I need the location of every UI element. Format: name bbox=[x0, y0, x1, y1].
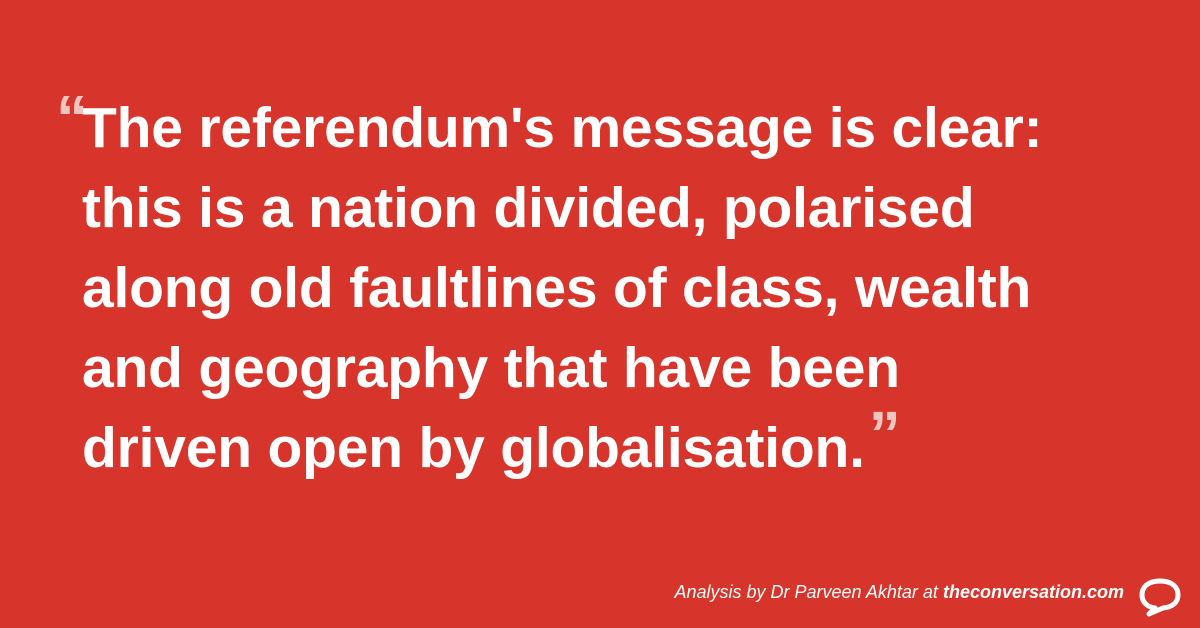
quote-line-3: along old faultlines of class, wealth bbox=[82, 256, 1032, 320]
speech-bubble-logo-icon[interactable] bbox=[1137, 577, 1183, 617]
quote-block: “ The referendum's message is clear: thi… bbox=[56, 86, 1142, 488]
quote-line-5: driven open by globalisation. bbox=[82, 416, 865, 480]
speech-bubble-logo-svg bbox=[1139, 578, 1181, 617]
quote-line-1: The referendum's message is clear: bbox=[82, 96, 1043, 160]
footer-attribution: Analysis by Dr Parveen Akhtar at theconv… bbox=[674, 580, 1124, 604]
site-link[interactable]: theconversation.com bbox=[942, 582, 1124, 602]
quote-line-2: this is a nation divided, polarised bbox=[82, 176, 975, 240]
open-quote-mark: “ bbox=[56, 82, 88, 154]
attribution-text: Analysis by Dr Parveen Akhtar at bbox=[674, 582, 938, 602]
close-quote-mark: ” bbox=[868, 398, 901, 470]
quote-line-4: and geography that have been bbox=[82, 336, 900, 400]
quote-line-5-wrapper: driven open by globalisation.” bbox=[82, 402, 1142, 488]
